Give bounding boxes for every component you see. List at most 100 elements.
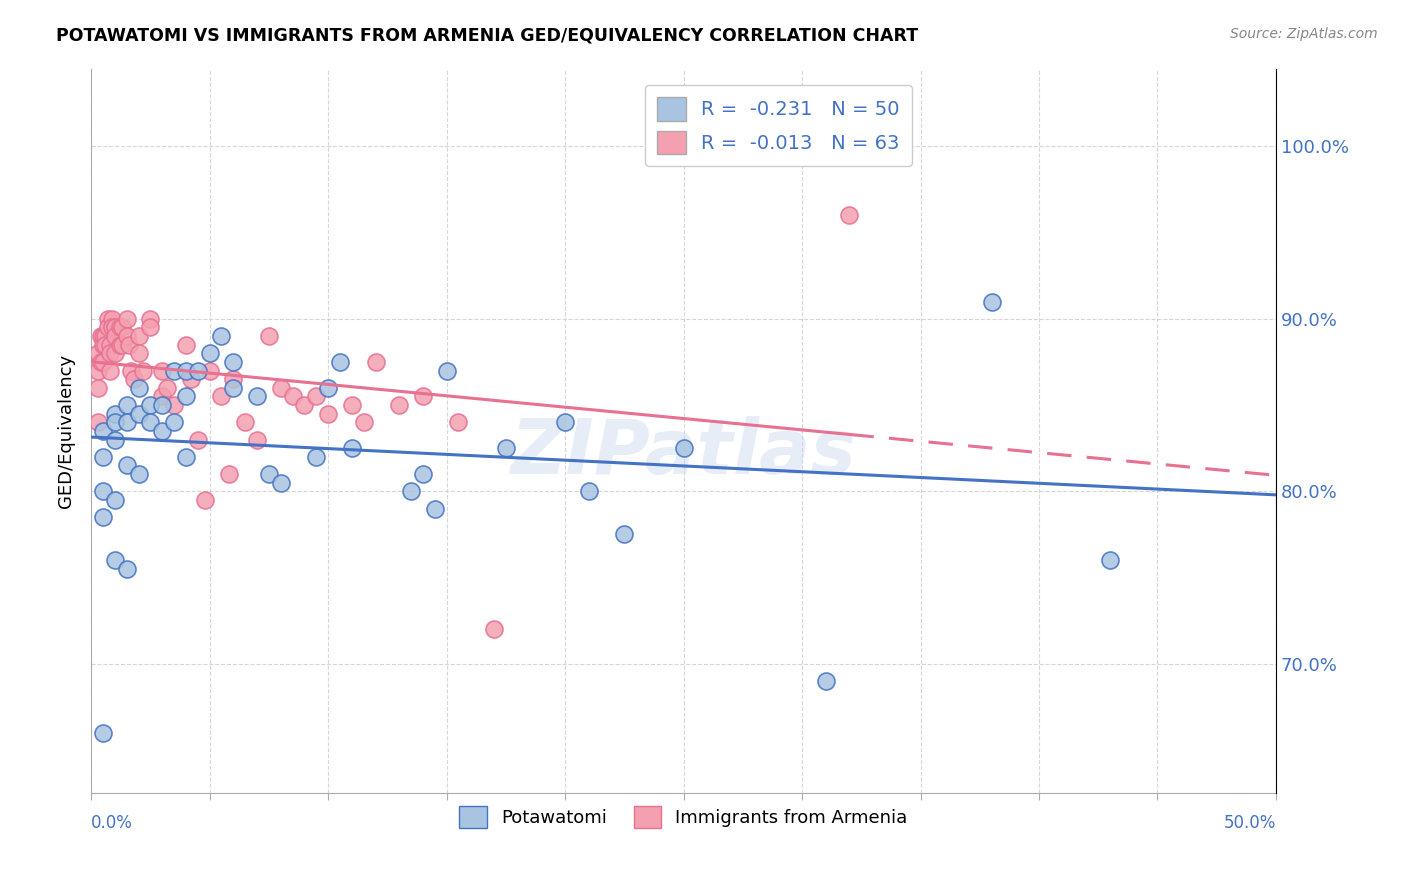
Point (101, 311, 124, 326)
Point (87, 346, 110, 360)
Point (222, 355, 245, 369)
Point (246, 389, 269, 403)
Point (554, 415, 576, 429)
Point (120, 363, 142, 377)
Point (115, 562, 138, 576)
Point (198, 346, 221, 360)
Point (211, 389, 233, 403)
Point (270, 381, 292, 395)
Point (222, 372, 245, 386)
Point (316, 407, 339, 421)
Point (108, 320, 131, 334)
Point (218, 467, 240, 481)
Point (139, 415, 162, 429)
Point (101, 320, 124, 334)
Point (94, 337, 117, 351)
Point (838, 208, 860, 222)
Point (150, 424, 173, 438)
Point (104, 407, 127, 421)
Text: Source: ZipAtlas.com: Source: ZipAtlas.com (1230, 27, 1378, 41)
Point (294, 398, 316, 412)
Point (128, 381, 150, 395)
Point (115, 311, 138, 326)
Point (108, 337, 131, 351)
Point (87, 415, 110, 429)
Point (211, 329, 233, 343)
Point (1099, 553, 1122, 567)
Point (111, 320, 134, 334)
Point (98, 337, 121, 351)
Point (447, 415, 470, 429)
Point (233, 415, 256, 429)
Point (91, 726, 114, 740)
Point (139, 320, 162, 334)
Point (495, 441, 517, 455)
Point (91, 355, 114, 369)
Point (257, 467, 280, 481)
Point (94, 329, 117, 343)
Point (270, 475, 292, 490)
Point (98, 363, 121, 377)
Point (104, 320, 127, 334)
Point (814, 674, 837, 689)
Point (305, 389, 328, 403)
Point (353, 415, 375, 429)
Point (128, 329, 150, 343)
Point (115, 398, 138, 412)
Point (174, 363, 197, 377)
Point (156, 381, 179, 395)
Point (91, 450, 114, 464)
Point (122, 372, 145, 386)
Point (578, 484, 600, 499)
Point (305, 450, 328, 464)
Point (150, 363, 173, 377)
Point (150, 398, 173, 412)
Point (132, 363, 155, 377)
Point (128, 346, 150, 360)
Point (115, 415, 138, 429)
Point (364, 355, 387, 369)
Y-axis label: GED/Equivalency: GED/Equivalency (58, 354, 75, 508)
Point (316, 381, 339, 395)
Point (340, 398, 363, 412)
Point (187, 433, 209, 447)
Point (436, 363, 458, 377)
Point (163, 415, 186, 429)
Point (104, 553, 127, 567)
Point (180, 372, 202, 386)
Point (340, 441, 363, 455)
Point (91, 337, 114, 351)
Point (87, 363, 110, 377)
Point (174, 337, 197, 351)
Point (104, 329, 127, 343)
Point (111, 337, 134, 351)
Point (150, 389, 173, 403)
Point (97, 320, 120, 334)
Point (91, 510, 114, 524)
Text: 0.0%: 0.0% (91, 814, 134, 832)
Text: ZIPatlas: ZIPatlas (510, 416, 856, 490)
Point (90, 329, 112, 343)
Point (98, 346, 121, 360)
Point (118, 337, 141, 351)
Point (388, 398, 411, 412)
Point (194, 492, 217, 507)
Point (91, 424, 114, 438)
Point (222, 381, 245, 395)
Point (672, 441, 695, 455)
Text: 50.0%: 50.0% (1223, 814, 1277, 832)
Point (174, 450, 197, 464)
Point (97, 311, 120, 326)
Point (613, 527, 636, 541)
Point (115, 329, 138, 343)
Point (198, 363, 221, 377)
Point (104, 415, 127, 429)
Point (139, 311, 162, 326)
Point (980, 294, 1002, 309)
Point (399, 484, 422, 499)
Point (163, 363, 186, 377)
Point (91, 484, 114, 499)
Point (91, 329, 114, 343)
Point (423, 501, 446, 516)
Point (139, 398, 162, 412)
